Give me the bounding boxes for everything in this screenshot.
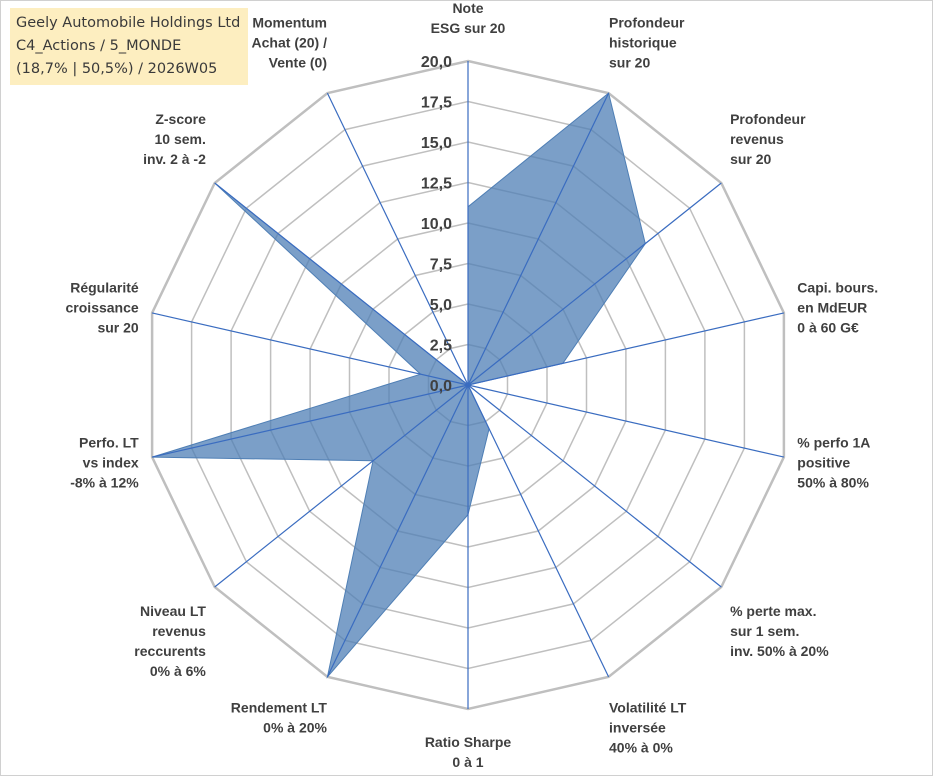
spoke-2 (467, 92, 610, 386)
axis-label-10-line-2: revenus (152, 623, 206, 639)
axis-label-11-line-2: vs index (83, 454, 139, 470)
axis-label-7: Volatilité LT inversée 40% à 0% (609, 700, 687, 756)
axis-label-3-line-1: Profondeur (730, 111, 806, 127)
axis-label-14-line-2: Achat (20) / (252, 35, 328, 51)
axis-label-2: Profondeur historique sur 20 (609, 15, 685, 71)
axis-label-3: Profondeur revenus sur 20 (730, 111, 806, 167)
chart-title-box: Geely Automobile Holdings Ltd C4_Actions… (10, 8, 249, 85)
tick-label-3: 7,5 (430, 257, 452, 274)
axis-label-14-line-3: Vente (0) (269, 55, 327, 71)
axis-label-1: Note ESG sur 20 (431, 0, 506, 36)
axis-label-5: % perfo 1A positive 50% à 80% (797, 434, 870, 490)
axis-label-6-line-3: inv. 50% à 20% (730, 643, 829, 659)
axis-label-11: Perfo. LT vs index -8% à 12% (70, 434, 139, 490)
spoke-13 (214, 182, 469, 386)
axis-label-7-line-3: 40% à 0% (609, 740, 673, 756)
axis-label-5-line-1: % perfo 1A (797, 434, 870, 450)
tick-label-5: 12,5 (421, 176, 452, 193)
axis-label-1-line-1: Note (452, 0, 483, 16)
axis-label-12: Régularité croissance sur 20 (66, 280, 139, 336)
axis-label-14-line-1: Momentum (252, 15, 327, 31)
axis-label-4-line-2: en MdEUR (797, 300, 867, 316)
axis-label-12-line-1: Régularité (70, 280, 139, 296)
axis-label-6-line-1: % perte max. (730, 603, 816, 619)
axis-label-6: % perte max. sur 1 sem. inv. 50% à 20% (730, 603, 829, 659)
axis-label-2-line-3: sur 20 (609, 55, 650, 71)
tick-label-0: 0,0 (430, 378, 452, 395)
spoke-11 (151, 384, 469, 458)
axis-label-12-line-2: croissance (66, 300, 139, 316)
axis-label-4-line-1: Capi. bours. (797, 280, 878, 296)
axis-label-2-line-1: Profondeur (609, 15, 685, 31)
spoke-3 (467, 182, 722, 386)
axis-label-13-line-2: 10 sem. (155, 131, 206, 147)
axis-label-3-line-2: revenus (730, 131, 784, 147)
data-area (151, 92, 646, 679)
axis-label-11-line-3: -8% à 12% (70, 474, 139, 490)
axis-label-13-line-1: Z-score (155, 111, 206, 127)
spoke-5 (467, 384, 785, 458)
tick-label-1: 2,5 (430, 338, 452, 355)
axis-label-9-line-1: Rendement LT (231, 700, 328, 716)
spoke-10 (214, 384, 469, 588)
axis-label-10-line-1: Niveau LT (140, 603, 206, 619)
spoke-9 (326, 384, 469, 678)
axis-label-9-line-2: 0% à 20% (263, 720, 327, 736)
axis-label-5-line-3: 50% à 80% (797, 474, 869, 490)
axis-label-2-line-2: historique (609, 35, 677, 51)
axis-label-8: Ratio Sharpe 0 à 1 (425, 734, 512, 770)
axis-label-10-line-3: reccurents (134, 643, 206, 659)
tick-label-6: 15,0 (421, 135, 452, 152)
spoke-7 (467, 384, 610, 678)
axis-label-7-line-2: inversée (609, 720, 666, 736)
axis-label-4: Capi. bours. en MdEUR 0 à 60 G€ (797, 280, 878, 336)
axis-label-1-line-2: ESG sur 20 (431, 20, 506, 36)
axis-label-14: Momentum Achat (20) / Vente (0) (252, 15, 328, 71)
axis-label-11-line-1: Perfo. LT (79, 434, 139, 450)
axis-label-10-line-4: 0% à 6% (150, 663, 207, 679)
chart-title-line-1: Geely Automobile Holdings Ltd (16, 15, 241, 31)
spoke-12 (151, 312, 469, 386)
chart-title-line-2: C4_Actions / 5_MONDE (16, 38, 182, 54)
chart-title-line-3: (18,7% | 50,5%) / 2026W05 (16, 61, 218, 77)
tick-label-2: 5,0 (430, 297, 452, 314)
spoke-4 (467, 312, 785, 386)
tick-label-7: 17,5 (421, 95, 452, 112)
axis-label-4-line-3: 0 à 60 G€ (797, 320, 859, 336)
axis-label-5-line-2: positive (797, 454, 850, 470)
axis-label-7-line-1: Volatilité LT (609, 700, 687, 716)
tick-label-8: 20,0 (421, 54, 452, 71)
axis-label-8-line-1: Ratio Sharpe (425, 734, 512, 750)
axis-label-12-line-3: sur 20 (97, 320, 138, 336)
axis-label-13-line-3: inv. 2 à -2 (143, 151, 206, 167)
axis-label-10: Niveau LT revenus reccurents 0% à 6% (134, 603, 206, 679)
spoke-6 (467, 384, 722, 588)
tick-label-4: 10,0 (421, 216, 452, 233)
axis-label-8-line-2: 0 à 1 (452, 754, 483, 770)
axis-label-13: Z-score 10 sem. inv. 2 à -2 (143, 111, 206, 167)
spoke-14 (326, 92, 469, 386)
axis-label-9: Rendement LT 0% à 20% (231, 700, 328, 736)
axis-label-3-line-3: sur 20 (730, 151, 771, 167)
axis-label-6-line-2: sur 1 sem. (730, 623, 799, 639)
